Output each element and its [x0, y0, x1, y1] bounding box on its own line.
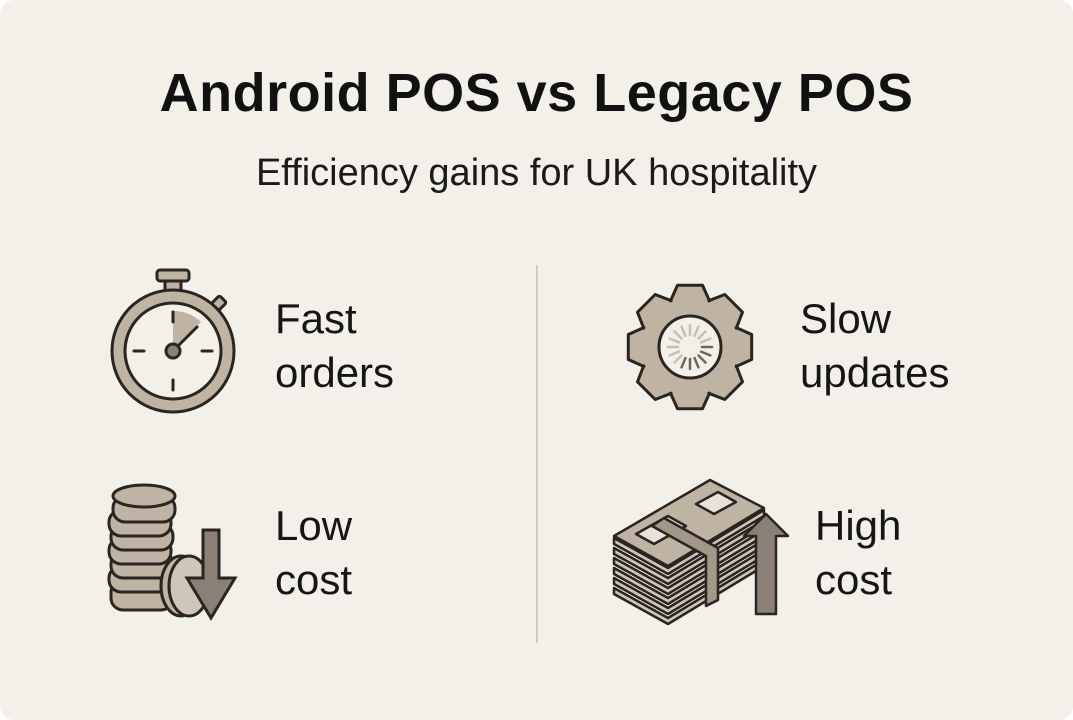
- item-line2: cost: [275, 556, 353, 603]
- spinner-tick: [673, 354, 683, 364]
- spinner-tick: [697, 354, 707, 364]
- item-high-cost: High cost: [815, 499, 901, 607]
- coins-down-arrow-icon: [107, 483, 238, 621]
- item-line1: High: [815, 502, 902, 549]
- spinner-tick: [697, 330, 707, 340]
- spinner-tick: [693, 325, 700, 338]
- item-line1: Low: [275, 502, 353, 549]
- gear-loading-icon: [626, 283, 754, 411]
- page-title: Android POS vs Legacy POS: [159, 63, 914, 123]
- item-line2: orders: [275, 349, 395, 396]
- item-line1: Slow: [800, 295, 892, 342]
- item-line2: updates: [800, 349, 950, 396]
- spinner-tick: [680, 356, 687, 369]
- cash-stack-up-arrow-icon: [612, 478, 790, 626]
- stopwatch-icon: [110, 268, 236, 414]
- spinner-tick: [673, 330, 683, 340]
- spinner-tick: [693, 356, 700, 369]
- item-line1: Fast: [275, 295, 357, 342]
- item-line2: cost: [815, 556, 893, 603]
- item-slow-updates: Slow updates: [800, 292, 949, 400]
- page-subtitle: Efficiency gains for UK hospitality: [255, 152, 818, 194]
- spinner-tick: [699, 337, 712, 344]
- column-divider: [536, 265, 538, 643]
- item-low-cost: Low cost: [275, 499, 352, 607]
- spinner-tick: [668, 350, 681, 357]
- item-fast-orders: Fast orders: [275, 292, 394, 400]
- spinner-tick: [680, 325, 687, 338]
- spinner-tick: [699, 350, 712, 357]
- spinner-tick: [668, 337, 681, 344]
